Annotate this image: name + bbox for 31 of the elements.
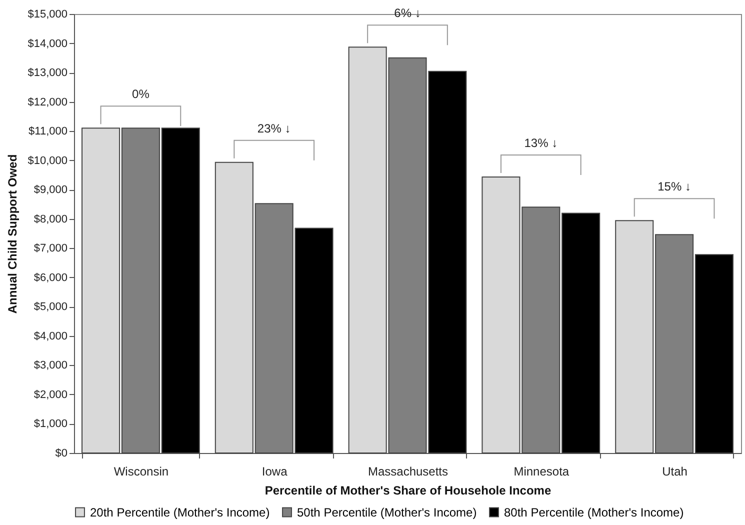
y-tick-label: $6,000 [34, 272, 68, 284]
x-tick-label: Iowa [262, 464, 288, 478]
annotation: 23% ↓ [257, 121, 291, 136]
y-tick-label: $12,000 [28, 96, 68, 108]
y-tick-label: $7,000 [34, 242, 68, 255]
y-tick-label: $11,000 [28, 126, 68, 138]
legend-label: 20th Percentile (Mother's Income) [90, 505, 270, 520]
legend-label: 50th Percentile (Mother's Income) [297, 505, 477, 520]
x-tick-label: Wisconsin [114, 464, 169, 478]
legend-label: 80th Percentile (Mother's Income) [504, 505, 684, 520]
y-tick-label: $14,000 [28, 38, 68, 50]
y-tick-label: $9,000 [34, 184, 68, 196]
annotation: 0% [132, 87, 150, 102]
y-tick-label: $5,000 [34, 301, 68, 314]
y-tick-label: $2,000 [34, 388, 68, 401]
y-axis-title: Annual Child Support Owed [6, 154, 20, 314]
y-tick-label: $3,000 [34, 360, 68, 372]
y-tick-label: $8,000 [34, 213, 68, 226]
x-tick-label: Massachusetts [368, 464, 448, 478]
y-tick-label: $15,000 [28, 8, 68, 20]
x-tick-label: Utah [662, 464, 688, 478]
y-tick-label: $10,000 [28, 154, 68, 167]
y-tick-label: $4,000 [34, 330, 68, 342]
x-axis-title: Percentile of Mother's Share of Househole Income [264, 484, 552, 498]
annotation: 15% ↓ [658, 180, 691, 194]
y-tick-label: $0 [55, 448, 68, 460]
y-tick-label: $13,000 [28, 67, 68, 80]
y-tick-label: $1,000 [34, 418, 68, 430]
x-tick-label: Minnesota [514, 464, 570, 478]
annotation: 6% ↓ [394, 6, 421, 20]
annotation: 13% ↓ [524, 136, 558, 150]
